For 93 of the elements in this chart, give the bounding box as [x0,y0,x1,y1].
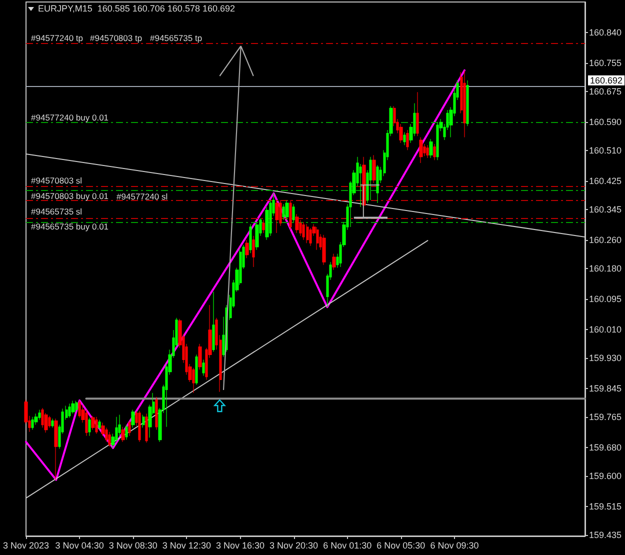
candlestick [95,416,98,434]
candlestick [75,400,78,412]
candlestick [403,132,406,146]
candlestick [125,424,128,440]
candlestick [198,344,202,370]
ref-line-label: #94577240 tp [31,32,84,43]
ref-line-label: #94565735 sl [31,206,82,216]
candlestick [71,400,75,414]
line-series [25,69,466,481]
candlestick [145,413,148,443]
annotation: #94565735 tp [150,32,202,43]
candlestick [322,234,326,266]
candlestick [88,417,91,436]
candlestick [192,368,195,394]
ref-line-label: 160.692 [590,75,623,86]
candlestick [282,204,285,220]
candlestick [51,418,54,428]
y-tick-label: 160.180 [589,263,622,274]
y-tick-label: 159.435 [589,530,622,540]
candlestick [249,224,252,254]
candlestick [128,420,131,436]
candlestick [68,403,71,418]
candlestick [436,122,439,160]
y-tick-label: 160.510 [589,145,622,156]
candlestick [372,154,376,184]
candlestick [406,130,409,150]
candlestick [289,200,292,230]
candlestick [275,200,279,234]
candlestick [202,359,205,376]
annotation: #94570803 tp [90,32,142,43]
y-tick-label: 160.755 [589,58,622,68]
x-tick-label: 3 Nov 20:30 [270,540,318,550]
candlestick [302,222,305,240]
candlestick [108,432,111,447]
x-tick-label: 6 Nov 09:30 [430,540,479,550]
y-tick-label: 159.680 [589,442,622,452]
candlestick [429,138,433,158]
candlestick [306,224,309,244]
candlestick [54,418,58,480]
candlestick [252,236,255,268]
candlestick [142,414,145,428]
candlestick [369,156,372,200]
candlestick [426,144,429,158]
x-tick-label: 6 Nov 01:30 [323,540,372,550]
x-tick-label: 3 Nov 08:30 [108,540,158,550]
y-tick-label: 159.930 [589,352,622,363]
candlestick [31,416,34,430]
ref-line-label: #94570803 sl [31,176,82,186]
candlestick [212,291,215,352]
candlestick [419,136,423,164]
y-tick-label: 160.840 [589,27,622,38]
candlestick [91,416,95,430]
y-tick-label: 160.260 [589,234,622,245]
candlestick [131,409,135,428]
candlestick [433,144,436,160]
ref-line-label: #94565735 buy 0.01 [31,222,109,232]
candlestick [262,220,265,234]
candlestick [195,354,198,386]
candlestick [376,164,379,204]
candlestick [285,200,289,220]
ref-line-label: #94570803 buy 0.01 [31,191,109,202]
candlestick [463,70,466,138]
candlestick [466,80,469,126]
y-tick-label: 160.345 [589,204,622,214]
x-tick-label: 3 Nov 2023 [2,540,50,550]
candlestick [316,226,319,250]
x-tick-label: 3 Nov 04:30 [55,540,104,550]
ref-line-label: #94577240 sl [116,191,168,202]
y-tick-label: 160.095 [589,294,622,304]
candlestick [255,222,259,250]
x-tick-label: 3 Nov 12:30 [162,540,211,550]
candlestick [309,228,312,246]
y-tick-label: 160.590 [589,116,622,127]
y-tick-label: 159.515 [589,501,622,512]
y-tick-label: 159.845 [589,383,622,394]
candlestick [295,214,299,234]
y-tick-label: 160.675 [589,86,622,96]
candlestick [155,396,158,430]
candlestick [332,254,336,270]
candlestick [416,92,419,136]
y-tick-label: 160.425 [589,176,622,186]
candlestick [138,410,141,442]
y-tick-label: 160.010 [589,324,622,334]
y-tick-label: 159.600 [589,470,622,481]
x-tick-label: 3 Nov 16:30 [216,540,265,550]
candlestick [245,240,249,258]
y-tick-label: 159.765 [589,412,622,422]
x-tick-label: 6 Nov 05:30 [376,540,426,550]
candlestick [121,426,125,442]
ref-line-label: #94577240 buy 0.01 [31,112,109,123]
chart-title: EURJPY,M15 160.585 160.706 160.578 160.692 [38,4,235,14]
candlestick [98,419,101,430]
candlestick [292,204,295,224]
